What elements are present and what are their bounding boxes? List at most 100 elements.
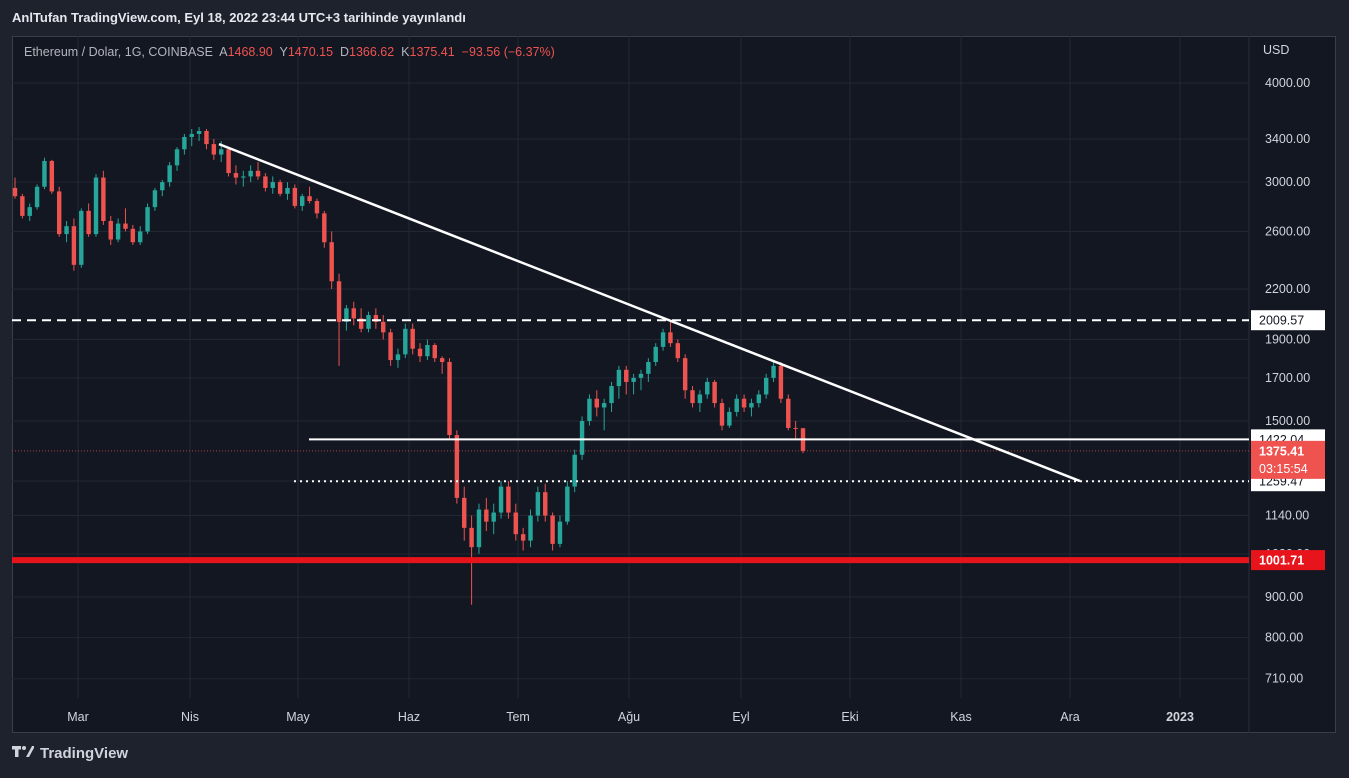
candle-body — [241, 176, 246, 178]
footer-brand[interactable]: TradingView — [12, 744, 128, 762]
candle-body — [631, 377, 636, 382]
open-value: 1468.90 — [227, 45, 273, 59]
time-tick-label: Eyl — [732, 710, 749, 724]
price-tick-label: 1900.00 — [1265, 333, 1310, 347]
change-value: −93.56 (−6.37%) — [461, 45, 555, 59]
candle-body — [697, 394, 703, 404]
candle-body — [484, 509, 489, 522]
time-tick-label: Nis — [181, 710, 199, 724]
candle-body — [565, 486, 570, 522]
candle-body — [638, 373, 644, 378]
candle-body — [270, 182, 275, 188]
price-label: 2009.57 — [1259, 314, 1304, 328]
price-tick-label: 2600.00 — [1265, 224, 1310, 238]
price-tick-label: 1700.00 — [1265, 371, 1310, 385]
candle-body — [56, 191, 62, 235]
price-tick-label: 3000.00 — [1265, 175, 1310, 189]
candle-body — [373, 315, 379, 322]
candle-body — [314, 201, 320, 214]
candle-body — [646, 362, 651, 374]
candle-body — [27, 207, 32, 216]
price-tick-label: 1500.00 — [1265, 414, 1310, 428]
candle-body — [763, 377, 769, 395]
price-tick-label: 1140.00 — [1265, 509, 1309, 523]
candle-body — [12, 187, 18, 197]
candle-body — [734, 398, 739, 412]
candle-body — [226, 149, 231, 174]
candle-body — [307, 196, 312, 202]
candle-body — [204, 130, 209, 145]
candle-body — [381, 321, 386, 333]
candle-body — [388, 332, 393, 361]
symbol-name[interactable]: Ethereum / Dolar, 1G, COINBASE — [24, 45, 213, 59]
candle-body — [535, 492, 541, 516]
candle-body — [137, 231, 143, 243]
time-tick-label: Kas — [950, 710, 972, 724]
drawing-tools[interactable] — [12, 142, 1249, 564]
candle-body — [668, 332, 673, 344]
price-chart[interactable]: Mar Nis May Haz Tem Ağu Eyl Eki Kas Ara 2023 USD 4… — [12, 36, 1336, 733]
candle-body — [277, 182, 283, 194]
candle-body — [594, 398, 600, 408]
candle-body — [329, 242, 334, 282]
candle-body — [395, 354, 401, 361]
candle-body — [454, 435, 460, 498]
candle-body — [248, 170, 253, 177]
time-tick-label: Haz — [398, 710, 420, 724]
price-axis[interactable]: USD 4000.00 3400.00 3000.00 2600.00 2200.00 1… — [1263, 43, 1310, 686]
bar-countdown-label: 03:15:54 — [1259, 462, 1308, 476]
last-price-label-bg — [1251, 440, 1325, 479]
candle-body — [491, 512, 496, 522]
time-axis: Mar Nis May Haz Tem Ağu Eyl Eki Kas Ara 2023 — [67, 710, 1194, 724]
candle-body — [771, 365, 776, 378]
price-tick-label: 710.00 — [1265, 672, 1303, 686]
high-label: Y — [279, 45, 288, 59]
symbol-legend: Ethereum / Dolar, 1G, COINBASE A1468.90 … — [24, 45, 555, 59]
high-value: 1470.15 — [287, 45, 334, 59]
candle-body — [263, 176, 268, 188]
candle-body — [218, 149, 224, 155]
candle-body — [285, 187, 290, 194]
candle-body — [682, 358, 688, 391]
candle-body — [712, 381, 717, 404]
candle-body — [793, 427, 798, 429]
candle-body — [71, 226, 77, 265]
candle-body — [543, 492, 548, 516]
price-label: 1001.71 — [1259, 554, 1304, 568]
candle-body — [49, 160, 55, 192]
price-label-bg — [1251, 550, 1325, 571]
candle-body — [20, 196, 25, 216]
candle-body — [528, 515, 533, 541]
candle-body — [403, 328, 408, 355]
candle-body — [447, 362, 452, 436]
candle-body — [690, 390, 695, 404]
time-tick-label: Tem — [506, 710, 530, 724]
candle-body — [756, 394, 762, 404]
time-tick-label: Ağu — [618, 710, 640, 724]
candle-body — [300, 196, 305, 206]
candle-body — [211, 144, 217, 155]
candle-body — [182, 136, 187, 150]
candle-body — [351, 308, 356, 319]
last-price-label: 1375.41 — [1259, 444, 1304, 458]
candle-body — [513, 512, 518, 535]
candlestick-series — [12, 127, 806, 605]
price-axis-unit: USD — [1263, 43, 1289, 57]
candle-body — [93, 177, 99, 235]
candle-body — [616, 369, 622, 387]
candle-body — [469, 527, 474, 548]
candle-body — [727, 411, 732, 426]
candle-body — [609, 386, 614, 404]
candle-body — [550, 515, 555, 544]
candle-body — [572, 454, 577, 487]
candle-body — [34, 186, 40, 208]
close-label: K — [401, 45, 410, 59]
candle-body — [786, 398, 791, 428]
candle-body — [145, 207, 150, 232]
candle-body — [476, 509, 482, 548]
time-tick-label: Mar — [67, 710, 89, 724]
resistance-trendline[interactable] — [218, 142, 1081, 483]
low-value: 1366.62 — [349, 45, 395, 59]
chart-frame[interactable] — [12, 36, 1336, 733]
grid — [12, 36, 1250, 733]
